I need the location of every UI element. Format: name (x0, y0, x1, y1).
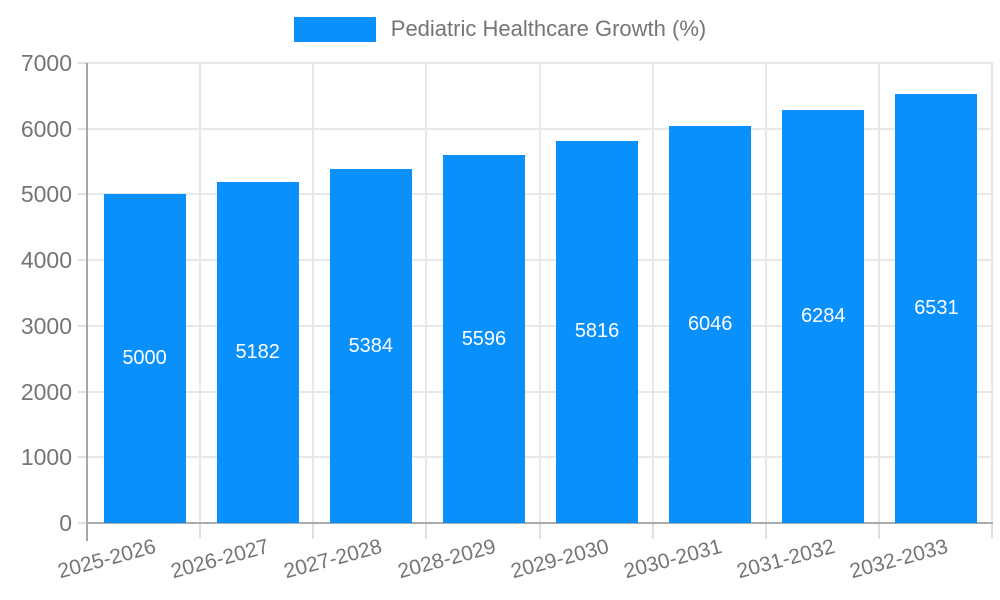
grid-line-vertical (199, 63, 202, 523)
grid-line-horizontal (88, 324, 993, 327)
x-axis-category-label: 2027-2028 (281, 535, 385, 584)
bar: 5182 (216, 182, 299, 523)
grid-line-horizontal (88, 259, 993, 262)
y-axis-tick-label: 3000 (20, 312, 72, 339)
grid-line-horizontal (88, 193, 993, 196)
y-axis-tick (78, 522, 88, 524)
bar-value-label: 5816 (574, 320, 620, 343)
x-axis-category-label: 2031-2032 (734, 535, 838, 584)
y-axis-tick-label: 2000 (20, 378, 72, 405)
bar: 6284 (782, 110, 865, 523)
x-axis-tick (312, 523, 315, 539)
bar-value-label: 6531 (914, 296, 959, 319)
y-axis-tick (78, 62, 88, 64)
y-axis-tick-label: 0 (59, 510, 72, 536)
y-axis-tick (78, 259, 88, 262)
bar: 5816 (556, 140, 639, 523)
x-axis-tick (651, 523, 654, 539)
y-axis-tick-label: 6000 (20, 115, 72, 142)
bar: 6531 (895, 93, 978, 523)
x-axis-tick (877, 523, 880, 539)
grid-line-horizontal (88, 62, 993, 64)
bar-value-label: 5182 (235, 341, 280, 364)
legend-swatch-icon (293, 16, 376, 42)
x-axis-category-label: 2028-2029 (394, 535, 498, 584)
grid-line-vertical (764, 63, 767, 523)
grid-line-vertical (312, 63, 315, 523)
grid-line-vertical (991, 63, 993, 523)
plot-area: 0 1000 2000 3000 4000 5000 6000 7000 5000 5182 538… (21, 50, 993, 583)
bar: 5596 (442, 155, 525, 523)
chart-legend: Pediatric Healthcare Growth (%) (0, 16, 1000, 42)
y-axis-tick (78, 456, 88, 459)
bar-value-label: 5000 (122, 347, 167, 370)
bar-value-label: 6284 (801, 305, 846, 328)
y-axis-tick-label: 5000 (20, 181, 72, 208)
grid-line-horizontal (88, 456, 993, 459)
y-axis-tick-label: 4000 (20, 247, 72, 274)
grid-line-vertical (425, 63, 428, 523)
grid-line-vertical (538, 63, 541, 523)
x-axis-category-label: 2025-2026 (55, 535, 159, 584)
x-axis-tick (538, 523, 541, 539)
x-axis-category-label: 2026-2027 (168, 535, 272, 584)
bar-value-label: 6046 (687, 312, 733, 335)
x-axis-category-label: 2029-2030 (508, 535, 612, 584)
bar: 5000 (103, 194, 186, 523)
bar: 5384 (329, 169, 412, 523)
x-axis-tick (764, 523, 767, 539)
y-axis-tick (78, 127, 88, 130)
x-axis-category-label: 2032-2033 (847, 535, 951, 584)
x-axis-category-label: 2030-2031 (621, 535, 725, 584)
y-axis-tick-label: 7000 (20, 50, 72, 76)
x-axis-tick (425, 523, 428, 539)
x-axis-tick (199, 523, 202, 539)
y-axis-tick (78, 193, 88, 196)
x-axis-line (86, 522, 993, 524)
x-axis-tick (991, 523, 993, 539)
bar: 6046 (669, 125, 752, 523)
grid-line-vertical (877, 63, 880, 523)
grid-line-horizontal (88, 127, 993, 130)
bar-value-label: 5596 (461, 327, 507, 350)
y-axis-tick (78, 390, 88, 393)
y-axis-line (86, 63, 88, 541)
bar-value-label: 5384 (348, 334, 394, 357)
grid-line-vertical (651, 63, 654, 523)
y-axis-tick (78, 324, 88, 327)
legend-label: Pediatric Healthcare Growth (%) (390, 16, 707, 41)
grid-line-horizontal (88, 390, 993, 393)
y-axis-tick-label: 1000 (20, 444, 72, 471)
